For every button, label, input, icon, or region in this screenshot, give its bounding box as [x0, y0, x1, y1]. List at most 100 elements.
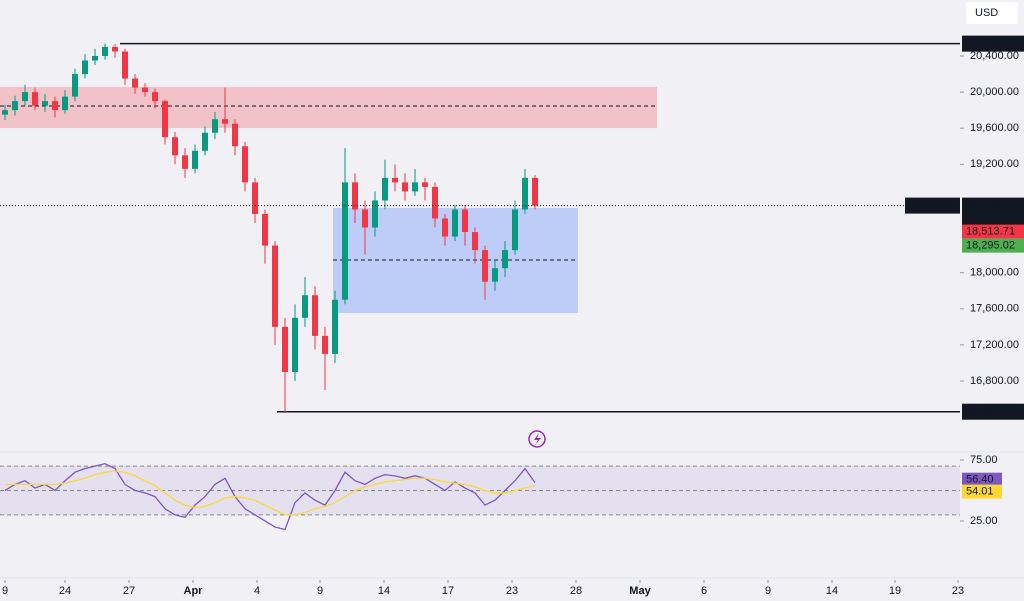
- candle-body: [222, 119, 228, 124]
- candle-body: [272, 245, 278, 327]
- candle-body: [122, 51, 128, 79]
- candle-body: [82, 60, 88, 75]
- candle-body: [462, 209, 468, 233]
- x-tick-label: Apr: [184, 585, 204, 597]
- symbol-tag: [905, 197, 960, 214]
- candle-body: [392, 177, 398, 183]
- candle-body: [22, 92, 28, 102]
- x-tick-label: 24: [59, 585, 71, 597]
- candle-body: [52, 101, 58, 111]
- candle-body: [262, 213, 268, 246]
- candle-body: [92, 55, 98, 61]
- rsi-line: [5, 470, 536, 516]
- candle-body: [422, 182, 428, 187]
- rsi-line: [4, 462, 536, 531]
- y-tick-label: 16,800.00: [970, 375, 1019, 387]
- candle-body: [172, 137, 178, 156]
- event-icon-bolt: [534, 433, 541, 445]
- x-tick-label: 9: [2, 585, 8, 597]
- candle-body: [472, 232, 478, 251]
- candle-body: [42, 101, 48, 106]
- candle-body: [232, 123, 238, 147]
- x-tick-label: 28: [570, 585, 582, 597]
- candle-body: [202, 132, 208, 151]
- level-label: 20,536.75: [966, 38, 1015, 50]
- currency-button[interactable]: [966, 2, 1018, 24]
- candle-body: [12, 101, 18, 111]
- candle-body: [302, 295, 308, 318]
- candle-body: [62, 96, 68, 111]
- level-tag: [962, 35, 1024, 52]
- candle-body: [292, 317, 298, 372]
- x-tick-label: 4: [254, 585, 260, 597]
- candle-body: [502, 250, 508, 269]
- candle-body: [192, 150, 198, 169]
- candle-body: [442, 218, 448, 237]
- y-tick-label: 17,200.00: [970, 339, 1019, 351]
- candle-body: [312, 295, 318, 336]
- candle-body: [492, 268, 498, 282]
- candle-body: [452, 209, 458, 237]
- candle-body: [282, 326, 288, 372]
- candle-body: [162, 101, 168, 138]
- level-label: 16,460.00: [966, 406, 1015, 418]
- indicator-tag: [962, 238, 1024, 253]
- candle-body: [332, 299, 338, 354]
- candle-body: [112, 46, 118, 52]
- y-tick-label: 19,200.00: [970, 158, 1019, 170]
- candle-body: [512, 209, 518, 251]
- countdown: 01:19:44: [970, 214, 1013, 226]
- candle-body: [322, 335, 328, 354]
- currency: USD: [975, 7, 998, 19]
- candle-body: [142, 87, 148, 93]
- candle-body: [402, 182, 408, 192]
- candle-body: [132, 78, 138, 88]
- candle-body: [212, 119, 218, 133]
- x-tick-label: 23: [506, 585, 518, 597]
- x-tick-label: 14: [378, 585, 390, 597]
- value-tag: [962, 484, 1002, 499]
- x-tick-label: 9: [317, 585, 323, 597]
- x-tick-label: 14: [826, 585, 838, 597]
- x-tick-label: May: [629, 585, 651, 597]
- y-tick-label: 17,600.00: [970, 303, 1019, 315]
- candle-body: [382, 177, 388, 201]
- indicator-tag: [962, 224, 1024, 239]
- x-tick-label: 9: [765, 585, 771, 597]
- candle-body: [532, 177, 538, 206]
- y-tick-label: 19,600.00: [970, 122, 1019, 134]
- last-price-label: 18,742.75: [966, 200, 1015, 212]
- symbol: NQM2025: [908, 200, 958, 212]
- candle-body: [102, 46, 108, 56]
- x-tick-label: 23: [952, 585, 964, 597]
- indicator-label: 18,295.02: [966, 240, 1015, 252]
- candle-body: [522, 177, 528, 210]
- event-icon[interactable]: [528, 430, 546, 448]
- y-tick-label: 18,000.00: [970, 267, 1019, 279]
- x-tick-label: 27: [123, 585, 135, 597]
- candle-body: [372, 200, 378, 228]
- candle-body: [182, 155, 188, 169]
- y-tick-label: 20,400.00: [970, 50, 1019, 62]
- x-tick-label: 19: [889, 585, 901, 597]
- zone: [0, 86, 657, 129]
- y-tick-label: 75.00: [970, 454, 998, 466]
- indicator-label: 18,513.71: [966, 226, 1015, 238]
- candle-body: [242, 146, 248, 183]
- x-tick-label: 17: [442, 585, 454, 597]
- candle-body: [2, 110, 8, 115]
- candle-body: [152, 92, 158, 102]
- y-tick-label: 20,000.00: [970, 86, 1019, 98]
- candle-body: [32, 92, 38, 106]
- candle-body: [72, 74, 78, 97]
- last-price-tag: [962, 197, 1024, 228]
- value-label: 56.40: [966, 474, 994, 486]
- x-tick-label: 6: [701, 585, 707, 597]
- candle-body: [482, 250, 488, 282]
- y-tick-label: 25.00: [970, 515, 998, 527]
- candle-body: [352, 182, 358, 210]
- value-tag: [962, 472, 1002, 487]
- value-label: 54.01: [966, 486, 994, 498]
